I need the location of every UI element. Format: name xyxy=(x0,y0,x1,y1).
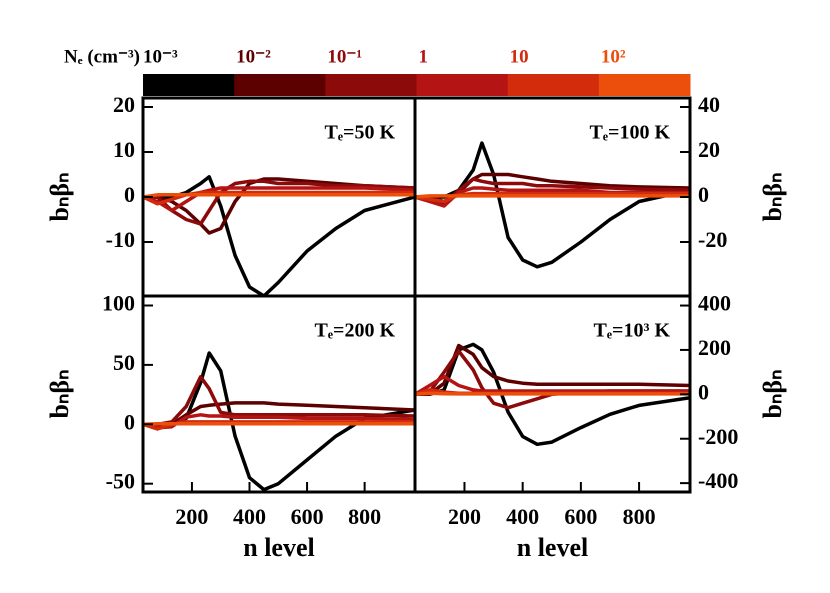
series-line xyxy=(415,342,690,447)
y-tick-label: -10 xyxy=(106,227,135,252)
legend-label: 10⁻¹ xyxy=(327,46,362,67)
series-line xyxy=(415,186,690,208)
legend-label: 1 xyxy=(419,46,429,67)
series-line xyxy=(143,186,415,213)
legend-swatch xyxy=(598,74,691,96)
series-line xyxy=(143,193,415,199)
series-line xyxy=(415,141,690,269)
y-tick-label: 0 xyxy=(698,182,709,207)
panel-title: Tₑ=10³ K xyxy=(594,320,671,342)
y-tick-label: 50 xyxy=(113,350,135,375)
legend-swatch xyxy=(507,74,600,96)
y-tick-label: -200 xyxy=(698,424,738,449)
plot-area xyxy=(143,175,415,296)
legend-label: 10 xyxy=(510,46,529,67)
panel-title: Tₑ=200 K xyxy=(315,320,396,342)
series-line xyxy=(143,190,415,206)
legend-swatch xyxy=(416,74,509,96)
y-tick-label: 100 xyxy=(102,291,135,316)
x-tick-label: 600 xyxy=(564,504,597,529)
y-axis-label: bₙβₙ xyxy=(45,370,74,419)
x-tick-label: 800 xyxy=(623,504,656,529)
y-tick-label: 40 xyxy=(698,92,720,117)
x-tick-label: 400 xyxy=(506,504,539,529)
legend-label: 10² xyxy=(601,46,626,67)
series-line xyxy=(415,194,690,199)
y-tick-label: 0 xyxy=(124,182,135,207)
series-line xyxy=(143,179,415,226)
x-tick-label: 400 xyxy=(233,504,266,529)
y-tick-label: -400 xyxy=(698,468,738,493)
series-line xyxy=(415,343,690,397)
y-axis-label: bₙβₙ xyxy=(758,370,787,419)
y-tick-label: 200 xyxy=(698,335,731,360)
legend-swatch xyxy=(325,74,417,96)
series-line xyxy=(415,374,690,396)
y-tick-label: 20 xyxy=(113,92,135,117)
x-tick-label: 200 xyxy=(175,504,208,529)
x-tick-label: 600 xyxy=(291,504,324,529)
y-tick-label: 10 xyxy=(113,137,135,162)
legend-title: Nₑ (cm⁻³) xyxy=(64,46,140,67)
series-line xyxy=(415,391,690,397)
plot-area xyxy=(415,141,690,269)
x-axis-label: n level xyxy=(243,533,315,562)
y-tick-label: 20 xyxy=(698,137,720,162)
y-tick-label: 0 xyxy=(698,379,709,404)
y-axis-label: bₙβₙ xyxy=(45,173,74,222)
series-line xyxy=(143,401,415,427)
y-axis-label: bₙβₙ xyxy=(758,173,787,222)
legend-swatch xyxy=(234,74,326,96)
series-line xyxy=(415,191,690,204)
x-axis-label: n level xyxy=(517,533,589,562)
legend-swatch xyxy=(143,74,235,96)
y-tick-label: -50 xyxy=(106,469,135,494)
y-tick-label: 400 xyxy=(698,291,731,316)
y-tick-label: -20 xyxy=(698,227,727,252)
plot-area xyxy=(143,351,415,492)
panel-title: Tₑ=100 K xyxy=(590,122,671,144)
x-tick-label: 200 xyxy=(448,504,481,529)
series-line xyxy=(143,421,415,427)
series-line xyxy=(143,177,415,235)
panel-title: Tₑ=50 K xyxy=(325,122,396,144)
legend-label: 10⁻³ xyxy=(143,46,178,67)
y-tick-label: 0 xyxy=(124,409,135,434)
series-line xyxy=(143,375,415,427)
legend-label: 10⁻² xyxy=(236,46,271,67)
plot-area xyxy=(415,342,690,447)
x-tick-label: 800 xyxy=(348,504,381,529)
